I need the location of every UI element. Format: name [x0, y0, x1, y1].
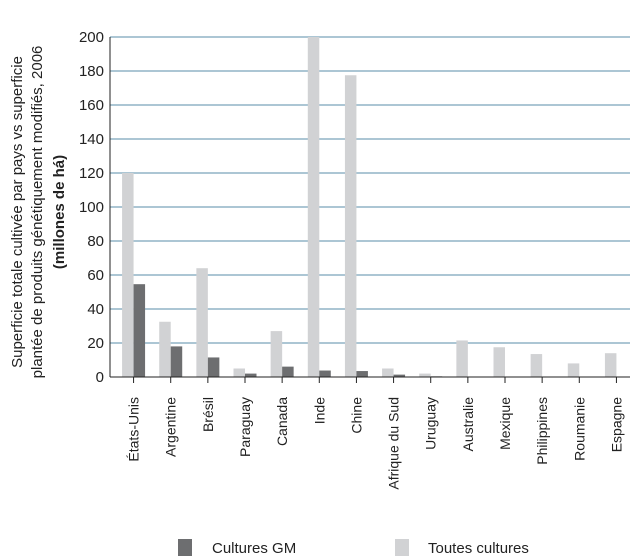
y-tick-label: 40 [87, 301, 104, 318]
x-tick-label: Roumanie [571, 397, 587, 461]
bar-toutes-cultures [604, 353, 617, 377]
y-tick-labels: 0 20 40 60 80 100 120 140 160 180 200 [79, 29, 104, 386]
x-tick-labels: États-Unis Argentine Brésil Paraguay Canada I… [126, 397, 625, 490]
y-tick-label: 200 [79, 29, 104, 46]
y-tick-label: 120 [79, 165, 104, 182]
x-tick-label: Mexique [497, 397, 513, 450]
bar-cultures-gm [282, 366, 294, 377]
y-axis-title-line-2: plantée de produits génétiquement modifi… [29, 46, 46, 379]
x-tick-label: Chine [348, 397, 364, 434]
x-tick-label: Paraguay [237, 397, 253, 457]
y-tick-label: 20 [87, 335, 104, 352]
x-tick-label: Philippines [534, 397, 550, 465]
legend: Cultures GM Toutes cultures [178, 539, 529, 557]
x-tick-label: États-Unis [126, 397, 142, 462]
bar-cultures-gm [207, 357, 220, 377]
x-tick-label: Australie [460, 397, 476, 452]
y-axis-title: Superficie totale cultivée par pays vs s… [9, 46, 68, 379]
bar-toutes-cultures [419, 373, 431, 377]
bar-toutes-cultures [493, 347, 505, 377]
bar-toutes-cultures [567, 363, 580, 377]
bar-cultures-gm [245, 373, 257, 377]
bar-toutes-cultures [307, 37, 320, 377]
bar-cultures-gm [393, 374, 406, 377]
bar-toutes-cultures [122, 173, 134, 377]
y-tick-label: 80 [87, 233, 104, 250]
legend-swatch-toutes-cultures [395, 539, 409, 556]
x-tick-label: Afrique du Sud [386, 397, 402, 490]
axes [109, 37, 630, 383]
y-axis-title-line-1: Superficie totale cultivée par pays vs s… [9, 56, 26, 368]
bar-toutes-cultures [159, 321, 171, 377]
bar-toutes-cultures [456, 340, 468, 377]
gridlines [110, 36, 630, 344]
bars [122, 37, 628, 377]
y-tick-label: 60 [87, 267, 104, 284]
bar-cultures-gm [133, 284, 146, 377]
y-tick-label: 140 [79, 131, 104, 148]
bar-toutes-cultures [270, 331, 283, 377]
x-tick-label: Inde [311, 397, 327, 424]
x-tick-label: Canada [274, 397, 290, 446]
legend-label-cultures-gm: Cultures GM [212, 540, 296, 557]
y-tick-label: 100 [79, 199, 104, 216]
bar-toutes-cultures [196, 268, 208, 377]
x-tick-label: Argentine [163, 397, 179, 457]
bar-cultures-gm [170, 346, 183, 377]
bar-toutes-cultures [530, 354, 543, 377]
legend-label-toutes-cultures: Toutes cultures [428, 540, 529, 557]
x-tick-label: Brésil [200, 397, 216, 432]
bar-toutes-cultures [382, 368, 394, 377]
x-tick-label: Espagne [608, 397, 624, 452]
y-tick-label: 160 [79, 97, 104, 114]
legend-swatch-cultures-gm [178, 539, 192, 556]
y-tick-label: 180 [79, 63, 104, 80]
y-tick-label: 0 [96, 369, 104, 386]
y-axis-title-line-3: (millones de há) [51, 155, 68, 269]
bar-toutes-cultures [344, 75, 357, 377]
bar-cultures-gm [319, 370, 331, 377]
bar-toutes-cultures [233, 368, 245, 377]
bar-cultures-gm [356, 371, 368, 377]
x-tick-label: Uruguay [423, 397, 439, 450]
